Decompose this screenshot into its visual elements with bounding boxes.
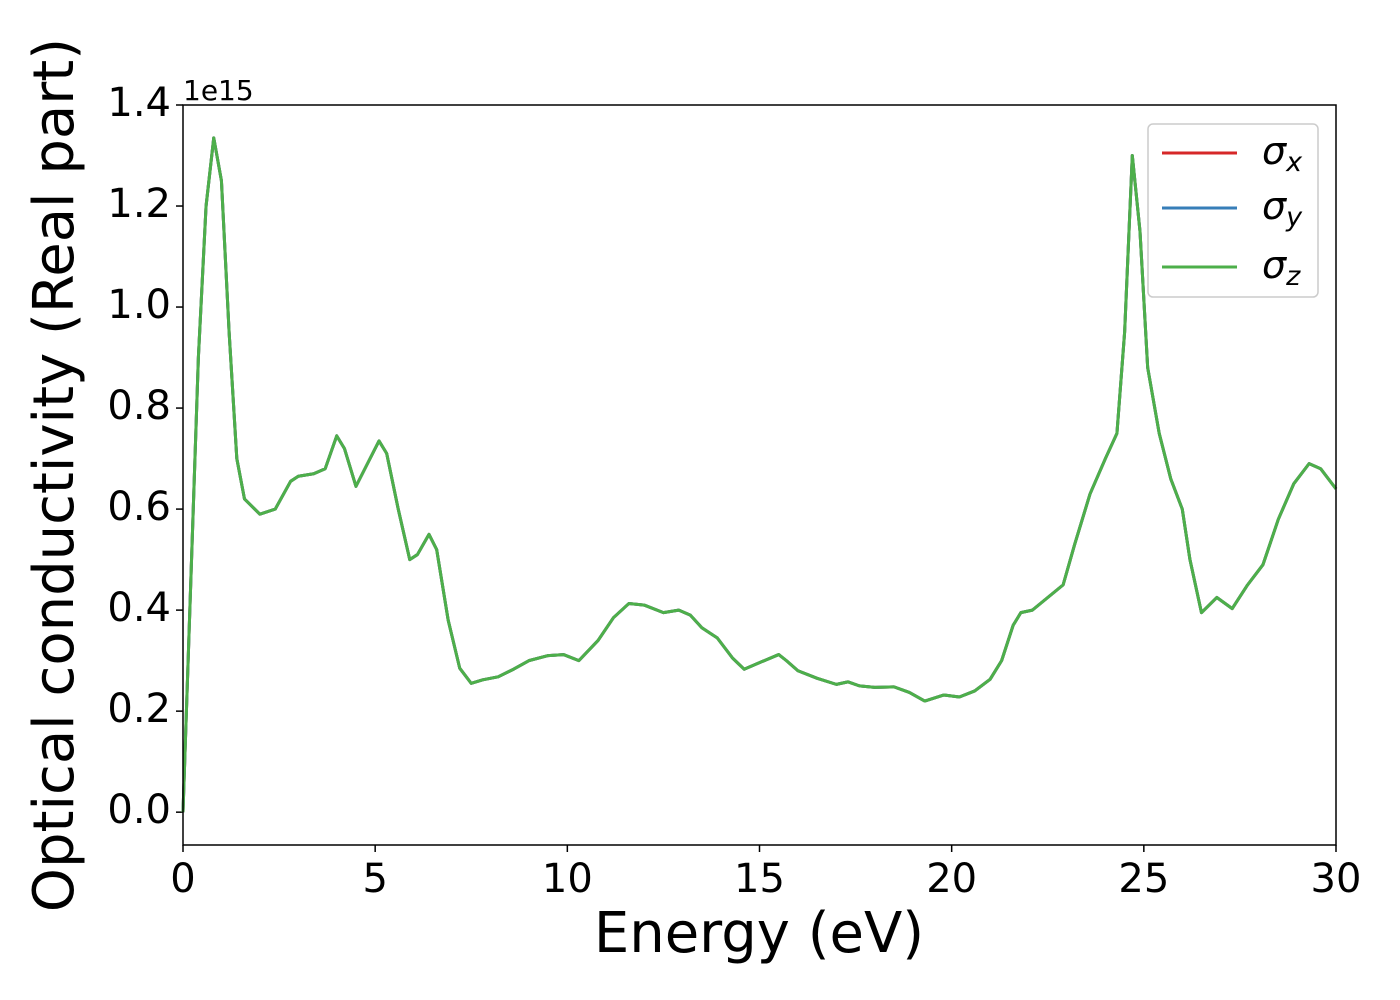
x-tick-label: 10 [542, 856, 593, 902]
legend-label: σz [1262, 243, 1301, 292]
y-tick-label: 1.4 [107, 80, 171, 126]
legend-label: σx [1262, 129, 1303, 178]
x-tick-label: 0 [170, 856, 195, 902]
y-tick-label: 0.2 [107, 686, 171, 732]
y-offset-text: 1e15 [183, 74, 254, 107]
y-tick-label: 1.0 [107, 282, 171, 328]
x-tick-label: 30 [1311, 856, 1362, 902]
legend: σx σy σz [1147, 123, 1319, 298]
legend-label: σy [1262, 184, 1303, 233]
x-tick-label: 25 [1118, 856, 1169, 902]
plot-frame [182, 104, 1337, 846]
y-tick-label: 1.2 [107, 181, 171, 227]
series-line [181, 136, 1338, 813]
y-tick-label: 0.4 [107, 585, 171, 631]
y-tick-label: 0.8 [107, 383, 171, 429]
y-axis-label: Optical conductivity (Real part) [22, 38, 87, 912]
x-tick-label: 15 [734, 856, 785, 902]
x-tick-label: 5 [362, 856, 387, 902]
legend-box [1147, 123, 1319, 298]
y-tick-label: 0.0 [107, 787, 171, 833]
x-tick-label: 20 [926, 856, 977, 902]
y-tick-label: 0.6 [107, 484, 171, 530]
x-axis-label: Energy (eV) [594, 901, 924, 966]
